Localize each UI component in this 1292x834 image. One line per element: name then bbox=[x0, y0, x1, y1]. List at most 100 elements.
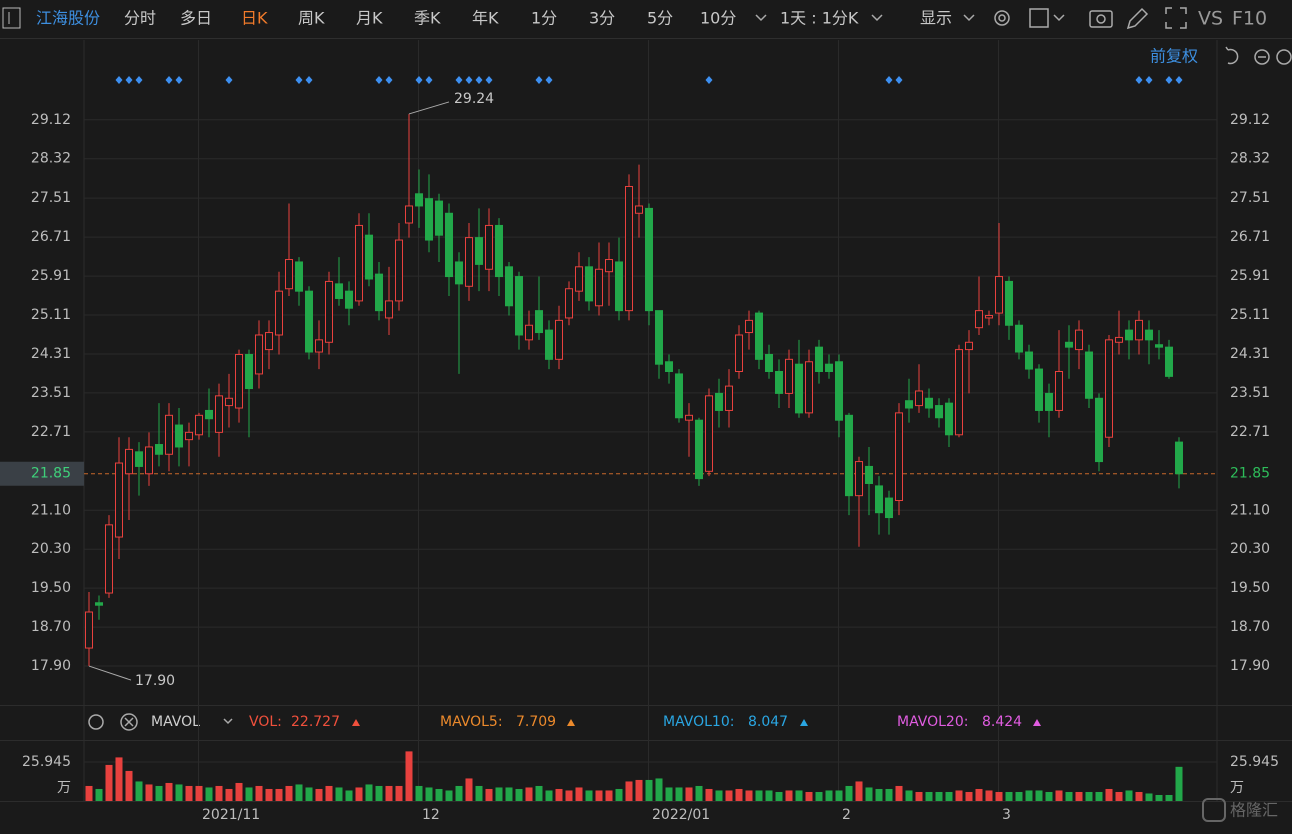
candle-body bbox=[565, 288, 573, 319]
chevrons bbox=[755, 14, 1065, 22]
tab[interactable]: 年K bbox=[472, 9, 499, 28]
y-tick-label: 28.32 bbox=[1230, 151, 1270, 167]
candle-body bbox=[375, 273, 383, 312]
zoom-in-icon[interactable] bbox=[1276, 49, 1292, 65]
settings-icon-core bbox=[998, 14, 1006, 22]
volume-bar bbox=[1045, 791, 1053, 801]
indicator-close-icon[interactable] bbox=[120, 713, 138, 731]
candle-body bbox=[975, 310, 983, 329]
indicator-settings-icon[interactable] bbox=[88, 714, 104, 730]
candle-body bbox=[865, 465, 873, 484]
candle-body bbox=[185, 431, 193, 441]
y-tick-label: 20.30 bbox=[31, 541, 71, 557]
tab[interactable]: 多日 bbox=[180, 9, 212, 28]
volume-bar bbox=[885, 788, 893, 801]
y-tick-label: 23.51 bbox=[1230, 385, 1270, 401]
volume-bar bbox=[785, 790, 793, 801]
adjust-mode[interactable]: 前复权 bbox=[1150, 47, 1198, 66]
high-annotation-line bbox=[408, 101, 450, 115]
volume-bar bbox=[85, 785, 93, 801]
candle-body bbox=[105, 524, 113, 594]
candle-body bbox=[325, 280, 333, 343]
event-marker bbox=[135, 76, 143, 84]
volume-bar bbox=[255, 785, 263, 801]
camera-icon[interactable] bbox=[1089, 10, 1113, 28]
tab[interactable]: 3分 bbox=[589, 9, 615, 28]
volume-bar bbox=[135, 781, 143, 801]
volume-bar bbox=[735, 788, 743, 801]
volume-bar bbox=[635, 779, 643, 801]
candle-body bbox=[1085, 351, 1093, 399]
candle-body bbox=[855, 461, 863, 497]
candle-body bbox=[385, 300, 393, 319]
reset-icon[interactable] bbox=[1225, 46, 1239, 65]
volume-bar bbox=[355, 787, 363, 801]
volume-bar bbox=[425, 787, 433, 801]
f10-button[interactable]: F10 bbox=[1232, 8, 1267, 30]
tab[interactable]: 日K bbox=[241, 9, 268, 28]
candle-body bbox=[695, 419, 703, 480]
y-tick-label: 27.51 bbox=[31, 190, 71, 206]
settings-icon[interactable] bbox=[994, 10, 1010, 26]
volume-bar bbox=[985, 790, 993, 801]
interval-selector[interactable]: 1天 : 1分K bbox=[780, 9, 859, 28]
tab[interactable]: 5分 bbox=[647, 9, 673, 28]
display-menu[interactable]: 显示 bbox=[920, 9, 952, 28]
event-marker bbox=[415, 76, 423, 84]
event-marker bbox=[385, 76, 393, 84]
candle-body bbox=[495, 224, 503, 278]
indicator-name[interactable]: MAVOL bbox=[151, 714, 200, 730]
zoom-out-icon[interactable] bbox=[1254, 49, 1270, 65]
candle-body bbox=[715, 392, 723, 411]
candle-body bbox=[1155, 344, 1163, 348]
volume-bar bbox=[1035, 790, 1043, 801]
stock-name[interactable]: 江海股份 bbox=[36, 9, 100, 28]
candle-body bbox=[305, 290, 313, 353]
volume-bar bbox=[595, 790, 603, 801]
color-icon[interactable] bbox=[1029, 8, 1049, 28]
event-marker bbox=[115, 76, 123, 84]
volume-bar bbox=[855, 781, 863, 801]
volume-bar bbox=[545, 790, 553, 801]
x-tick-label: 2022/01 bbox=[652, 807, 710, 823]
vs-button[interactable]: VS bbox=[1198, 8, 1223, 30]
menu-icon[interactable] bbox=[2, 7, 21, 29]
candle-body bbox=[815, 346, 823, 372]
event-marker bbox=[545, 76, 553, 84]
volume-bar bbox=[1165, 794, 1173, 801]
tab[interactable]: 1分 bbox=[531, 9, 557, 28]
candle-body bbox=[165, 414, 173, 455]
volume-bar bbox=[495, 787, 503, 801]
volume-bar bbox=[385, 785, 393, 801]
low-annotation-line bbox=[88, 665, 132, 681]
tab[interactable]: 周K bbox=[298, 9, 325, 28]
candle-body bbox=[895, 412, 903, 502]
candle-body bbox=[655, 310, 663, 365]
volume-bar bbox=[705, 788, 713, 801]
tab[interactable]: 月K bbox=[356, 9, 383, 28]
candle-body bbox=[925, 397, 933, 409]
volume-bar bbox=[535, 785, 543, 801]
tab[interactable]: 10分 bbox=[700, 9, 736, 28]
candle-body bbox=[535, 310, 543, 334]
tab[interactable]: 分时 bbox=[124, 9, 156, 28]
volume-bar bbox=[945, 791, 953, 801]
fullscreen-icon[interactable] bbox=[1165, 7, 1187, 29]
readout-name: MAVOL10: bbox=[663, 714, 734, 730]
candle-body bbox=[775, 370, 783, 394]
candle-body bbox=[1125, 329, 1133, 341]
pencil-icon[interactable] bbox=[1126, 7, 1149, 30]
tab[interactable]: 季K bbox=[414, 9, 441, 28]
candle-body bbox=[245, 353, 253, 390]
volume-bar bbox=[955, 790, 963, 801]
readout-value: 22.727 bbox=[291, 714, 340, 730]
candle-body bbox=[1005, 280, 1013, 326]
candle-body bbox=[455, 261, 463, 285]
event-marker bbox=[705, 76, 713, 84]
candle-body bbox=[295, 261, 303, 292]
candle-body bbox=[725, 385, 733, 411]
volume-bar bbox=[845, 785, 853, 801]
watermark-logo bbox=[1202, 798, 1226, 822]
volume-bar bbox=[195, 785, 203, 801]
